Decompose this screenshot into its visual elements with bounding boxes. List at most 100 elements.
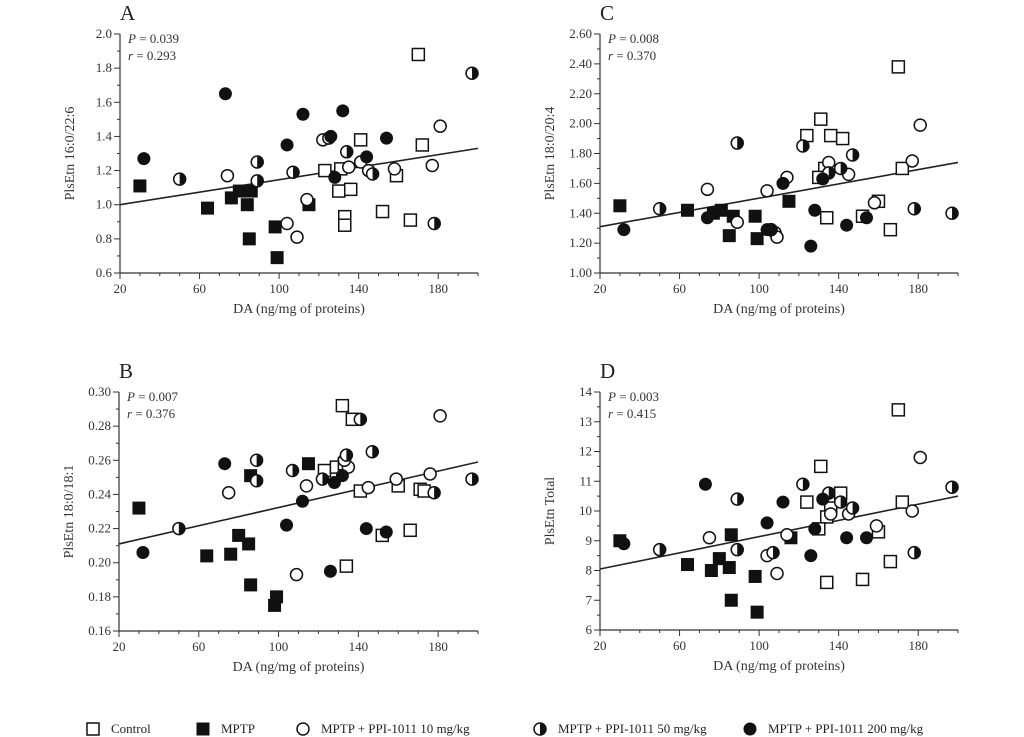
marker-fill xyxy=(360,413,367,426)
data-point xyxy=(132,501,146,515)
legend-item: MPTP + PPI-1011 10 mg/kg xyxy=(296,721,470,736)
x-axis-label: DA (ng/mg of proteins) xyxy=(233,660,365,675)
y-tick-label: 0.6 xyxy=(96,265,113,280)
y-tick-label: 1.80 xyxy=(569,146,592,161)
y-tick-label: 9 xyxy=(586,533,593,548)
data-point xyxy=(808,203,822,217)
data-point xyxy=(750,232,764,246)
data-point xyxy=(816,172,830,186)
stat-symbol: r xyxy=(127,406,133,421)
data-point xyxy=(339,145,354,159)
y-tick-label: 1.00 xyxy=(569,265,592,280)
x-tick-label: 20 xyxy=(594,638,607,653)
marker-fill xyxy=(828,487,835,500)
data-point xyxy=(891,403,906,417)
data-point xyxy=(833,495,848,509)
x-tick-label: 140 xyxy=(349,639,369,654)
data-point xyxy=(375,204,390,219)
y-tick-label: 1.6 xyxy=(96,94,113,109)
data-point xyxy=(220,168,235,183)
x-tick-label: 100 xyxy=(269,281,289,296)
data-point xyxy=(232,184,246,198)
panel-D: 20 60 100 140 180 6 7 8 9 10 11 12 13 14 D DA (ng/mg of… xyxy=(543,359,959,674)
legend-marker-filled-square xyxy=(196,722,210,736)
data-point xyxy=(136,545,150,559)
data-point xyxy=(280,216,294,231)
data-point xyxy=(819,575,834,590)
data-point xyxy=(425,158,440,173)
data-point xyxy=(804,549,818,563)
data-point xyxy=(760,223,774,237)
r-value: r = 0.293 xyxy=(128,48,176,63)
x-tick-label: 140 xyxy=(829,281,849,296)
data-point xyxy=(365,167,380,181)
data-point xyxy=(296,107,310,121)
panel-label: C xyxy=(600,1,614,25)
x-tick-label: 100 xyxy=(749,638,769,653)
marker-fill xyxy=(256,454,263,467)
data-point xyxy=(845,501,860,515)
y-tick-label: 12 xyxy=(579,444,592,459)
marker-fill xyxy=(434,486,441,499)
legend-marker-half-circle xyxy=(533,722,547,736)
data-point xyxy=(200,549,214,563)
y-tick-label: 1.8 xyxy=(96,60,112,75)
data-point xyxy=(360,150,374,164)
x-tick-label: 180 xyxy=(428,639,448,654)
data-point xyxy=(804,239,818,253)
series-mptp-ppi-1011-200-mg-kg xyxy=(137,87,394,184)
data-point xyxy=(335,398,350,413)
data-point xyxy=(415,138,430,152)
stat-symbol: P xyxy=(126,389,135,404)
r-value: r = 0.376 xyxy=(127,406,176,421)
p-value: P = 0.007 xyxy=(126,389,179,404)
x-tick-label: 60 xyxy=(673,638,686,653)
x-tick-label: 60 xyxy=(673,281,686,296)
y-tick-label: 13 xyxy=(579,414,592,429)
stat-symbol: r xyxy=(608,48,614,63)
data-point xyxy=(301,457,315,471)
data-point xyxy=(782,194,796,208)
y-tick-label: 0.30 xyxy=(88,384,111,399)
data-point xyxy=(883,554,898,569)
data-point xyxy=(776,176,790,190)
y-tick-label: 10 xyxy=(579,503,592,518)
y-tick-label: 2.20 xyxy=(569,86,592,101)
data-point xyxy=(760,516,774,530)
data-point xyxy=(332,184,346,198)
marker-fill xyxy=(802,478,809,491)
regression-line xyxy=(119,147,479,206)
data-point xyxy=(796,139,810,153)
y-tick-label: 1.40 xyxy=(569,205,592,220)
data-point xyxy=(380,131,394,145)
p-value: P = 0.003 xyxy=(607,389,659,404)
data-point xyxy=(714,203,728,217)
marker-fill xyxy=(257,174,264,187)
data-point xyxy=(712,552,726,566)
marker-fill xyxy=(472,473,479,486)
data-point xyxy=(833,161,848,176)
marker-fill xyxy=(952,207,959,220)
marker-fill xyxy=(472,67,479,80)
data-point xyxy=(268,598,282,612)
data-point xyxy=(280,518,294,532)
data-point xyxy=(336,104,350,118)
data-point xyxy=(945,206,959,220)
y-tick-label: 0.20 xyxy=(88,555,111,570)
series-mptp-ppi-1011-200-mg-kg xyxy=(617,477,874,563)
data-point xyxy=(465,66,479,81)
series-mptp-ppi-1011-10-mg-kg xyxy=(702,450,927,581)
x-tick-label: 60 xyxy=(193,281,206,296)
data-point xyxy=(465,472,479,486)
data-point xyxy=(681,203,695,217)
data-point xyxy=(353,133,368,147)
data-point xyxy=(905,154,920,168)
data-point xyxy=(289,567,304,582)
x-tick-label: 20 xyxy=(594,281,607,296)
data-point xyxy=(403,213,418,227)
x-axis-label: DA (ng/mg of proteins) xyxy=(713,302,845,317)
x-tick-label: 20 xyxy=(113,639,126,654)
y-axis-label: PlsEtn Total xyxy=(543,477,558,545)
y-tick-label: 1.2 xyxy=(96,163,112,178)
y-tick-label: 1.60 xyxy=(569,175,592,190)
